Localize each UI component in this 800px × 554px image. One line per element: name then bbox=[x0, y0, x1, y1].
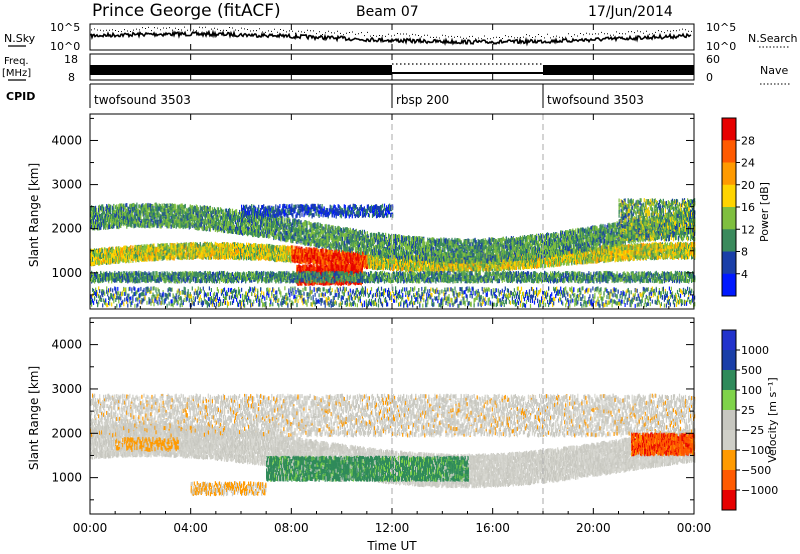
cpid-label: CPID bbox=[6, 90, 35, 103]
nave-tick-top: 60 bbox=[706, 53, 720, 66]
nsky-label: N.Sky bbox=[4, 32, 36, 45]
nsearch-label: N.Search bbox=[748, 32, 798, 45]
power-cell bbox=[157, 248, 158, 252]
power-cell bbox=[97, 259, 98, 263]
freq-tick-top: 18 bbox=[64, 53, 78, 66]
power-cell bbox=[127, 255, 128, 259]
power-cell bbox=[157, 256, 158, 260]
nsky-trace bbox=[91, 32, 691, 44]
power-cell bbox=[127, 248, 128, 252]
power-cell bbox=[142, 254, 143, 258]
cpid-segment-label: twofsound 3503 bbox=[547, 93, 644, 107]
power-cell bbox=[112, 247, 113, 251]
power-cell bbox=[157, 243, 158, 247]
power-cell bbox=[112, 258, 113, 262]
freq-label: Freq. bbox=[4, 56, 29, 67]
rti-figure: Prince George (fitACF) Beam 07 17/Jun/20… bbox=[0, 0, 800, 554]
cpid-segment-label: twofsound 3503 bbox=[94, 93, 191, 107]
beam-label: Beam 07 bbox=[356, 4, 419, 20]
power-cell bbox=[97, 249, 98, 253]
nsky-tick-bottom: 10^0 bbox=[50, 40, 80, 53]
nsearch-tick-top: 10^5 bbox=[706, 21, 736, 34]
station-title: Prince George (fitACF) bbox=[92, 1, 281, 21]
nsky-tick-top: 10^5 bbox=[50, 21, 80, 34]
nave-label: Nave bbox=[760, 64, 788, 77]
nsearch-tick-bottom: 10^0 bbox=[706, 40, 736, 53]
cpid-segment-label: rbsp 200 bbox=[396, 93, 449, 107]
date-label: 17/Jun/2014 bbox=[588, 4, 673, 20]
freq-traces bbox=[90, 64, 694, 75]
freq-band-twofsound-1 bbox=[90, 65, 392, 75]
power-cell bbox=[142, 250, 143, 254]
power-cell bbox=[97, 254, 98, 258]
power-cell bbox=[102, 249, 103, 253]
freq-unit-label: [MHz] bbox=[2, 68, 31, 79]
freq-band-twofsound-2 bbox=[543, 65, 694, 75]
freq-tick-bottom: 8 bbox=[68, 71, 75, 84]
nave-tick-bottom: 0 bbox=[706, 71, 713, 84]
cpid-segments: twofsound 3503 rbsp 200 twofsound 3503 bbox=[90, 84, 644, 108]
